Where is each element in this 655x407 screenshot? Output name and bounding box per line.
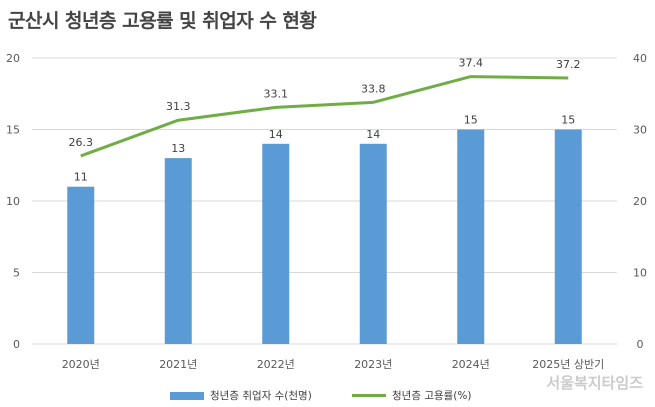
bar [67,186,95,344]
chart-title: 군산시 청년층 고용률 및 취업자 수 현황 [8,10,317,32]
x-tick-label: 2022년 [257,358,295,371]
y-left-tick-label: 5 [13,267,20,280]
line-data-label: 37.2 [556,58,581,71]
bar [164,158,192,344]
bar-data-label: 15 [561,114,575,127]
legend-label-bar: 청년층 취업자 수(천명) [210,390,312,402]
bar [554,129,582,344]
legend-swatch-bar [170,391,204,400]
bar [457,129,485,344]
bar-data-label: 13 [171,142,185,155]
line-series [80,75,569,158]
y-right-tick-label: 10 [633,267,647,280]
legend-item-bar: 청년층 취업자 수(천명) [170,388,312,403]
watermark: 서울복지타임즈 [546,374,643,392]
bar-data-label: 14 [366,128,380,141]
bar-data-label: 14 [269,128,283,141]
y-left-tick-label: 15 [6,124,20,137]
line-data-label: 31.3 [166,100,191,113]
line-data-label: 37.4 [459,57,484,70]
bar-data-label: 15 [464,114,478,127]
x-tick-label: 2025년 상반기 [532,358,604,371]
y-right-tick-label: 30 [633,124,647,137]
y-right-tick-label: 40 [633,52,647,65]
bar-data-label: 11 [74,171,88,184]
x-tick-label: 2023년 [354,358,392,371]
legend-item-line: 청년층 고용률(%) [352,388,471,403]
x-tick-label: 2021년 [159,358,197,371]
legend: 청년층 취업자 수(천명) 청년층 고용률(%) [0,388,655,404]
line-data-label: 33.1 [264,87,289,100]
y-left-tick-label: 10 [6,195,20,208]
y-right-tick-label: 20 [633,195,647,208]
x-tick-label: 2020년 [62,358,100,371]
line-data-label: 33.8 [361,82,386,95]
bar [262,143,290,344]
line-data-label: 26.3 [69,136,94,149]
legend-swatch-line [352,394,386,397]
y-left-tick-label: 0 [13,338,20,351]
y-right-tick-label: 0 [637,338,644,351]
x-tick-label: 2024년 [452,358,490,371]
y-left-tick-label: 20 [6,52,20,65]
bar [359,143,387,344]
legend-label-line: 청년층 고용률(%) [392,390,472,402]
